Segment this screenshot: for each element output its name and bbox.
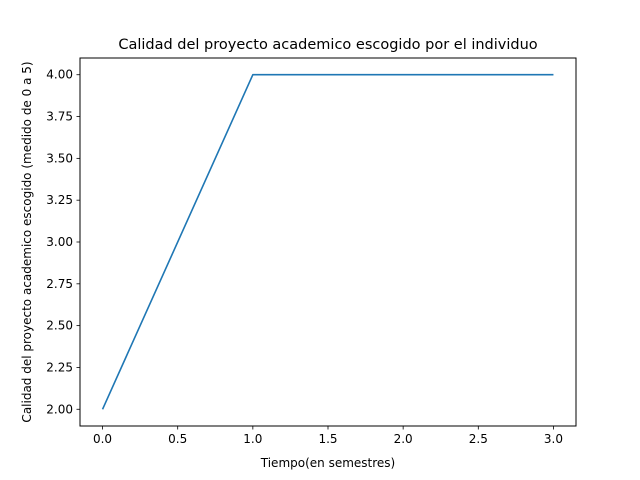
y-tick-label: 2.75 [46, 277, 73, 291]
x-tick-label: 2.5 [469, 432, 488, 446]
y-tick-label: 3.00 [46, 235, 73, 249]
x-tick-label: 0.5 [168, 432, 187, 446]
y-tick-label: 3.75 [46, 110, 73, 124]
x-tick-label: 1.0 [243, 432, 262, 446]
x-axis-label: Tiempo(en semestres) [260, 456, 395, 470]
y-tick-label: 2.50 [46, 319, 73, 333]
y-tick-label: 2.25 [46, 360, 73, 374]
y-axis-label: Calidad del proyecto academico escogido … [20, 61, 34, 422]
y-tick-label: 4.00 [46, 68, 73, 82]
y-tick-label: 3.25 [46, 193, 73, 207]
chart-title: Calidad del proyecto academico escogido … [118, 37, 537, 53]
y-tick-label: 3.50 [46, 151, 73, 165]
x-axis: 0.0 0.5 1.0 1.5 2.0 2.5 3.0 [93, 426, 563, 446]
y-tick-label: 2.00 [46, 402, 73, 416]
x-tick-label: 2.0 [394, 432, 413, 446]
x-tick-label: 3.0 [544, 432, 563, 446]
series-line-0 [101, 73, 554, 410]
x-tick-label: 0.0 [93, 432, 112, 446]
x-tick-label: 1.5 [318, 432, 337, 446]
plot-marks [101, 73, 554, 410]
y-axis: 2.00 2.25 2.50 2.75 3.00 3.25 3.50 3.75 4.00 [46, 68, 80, 416]
